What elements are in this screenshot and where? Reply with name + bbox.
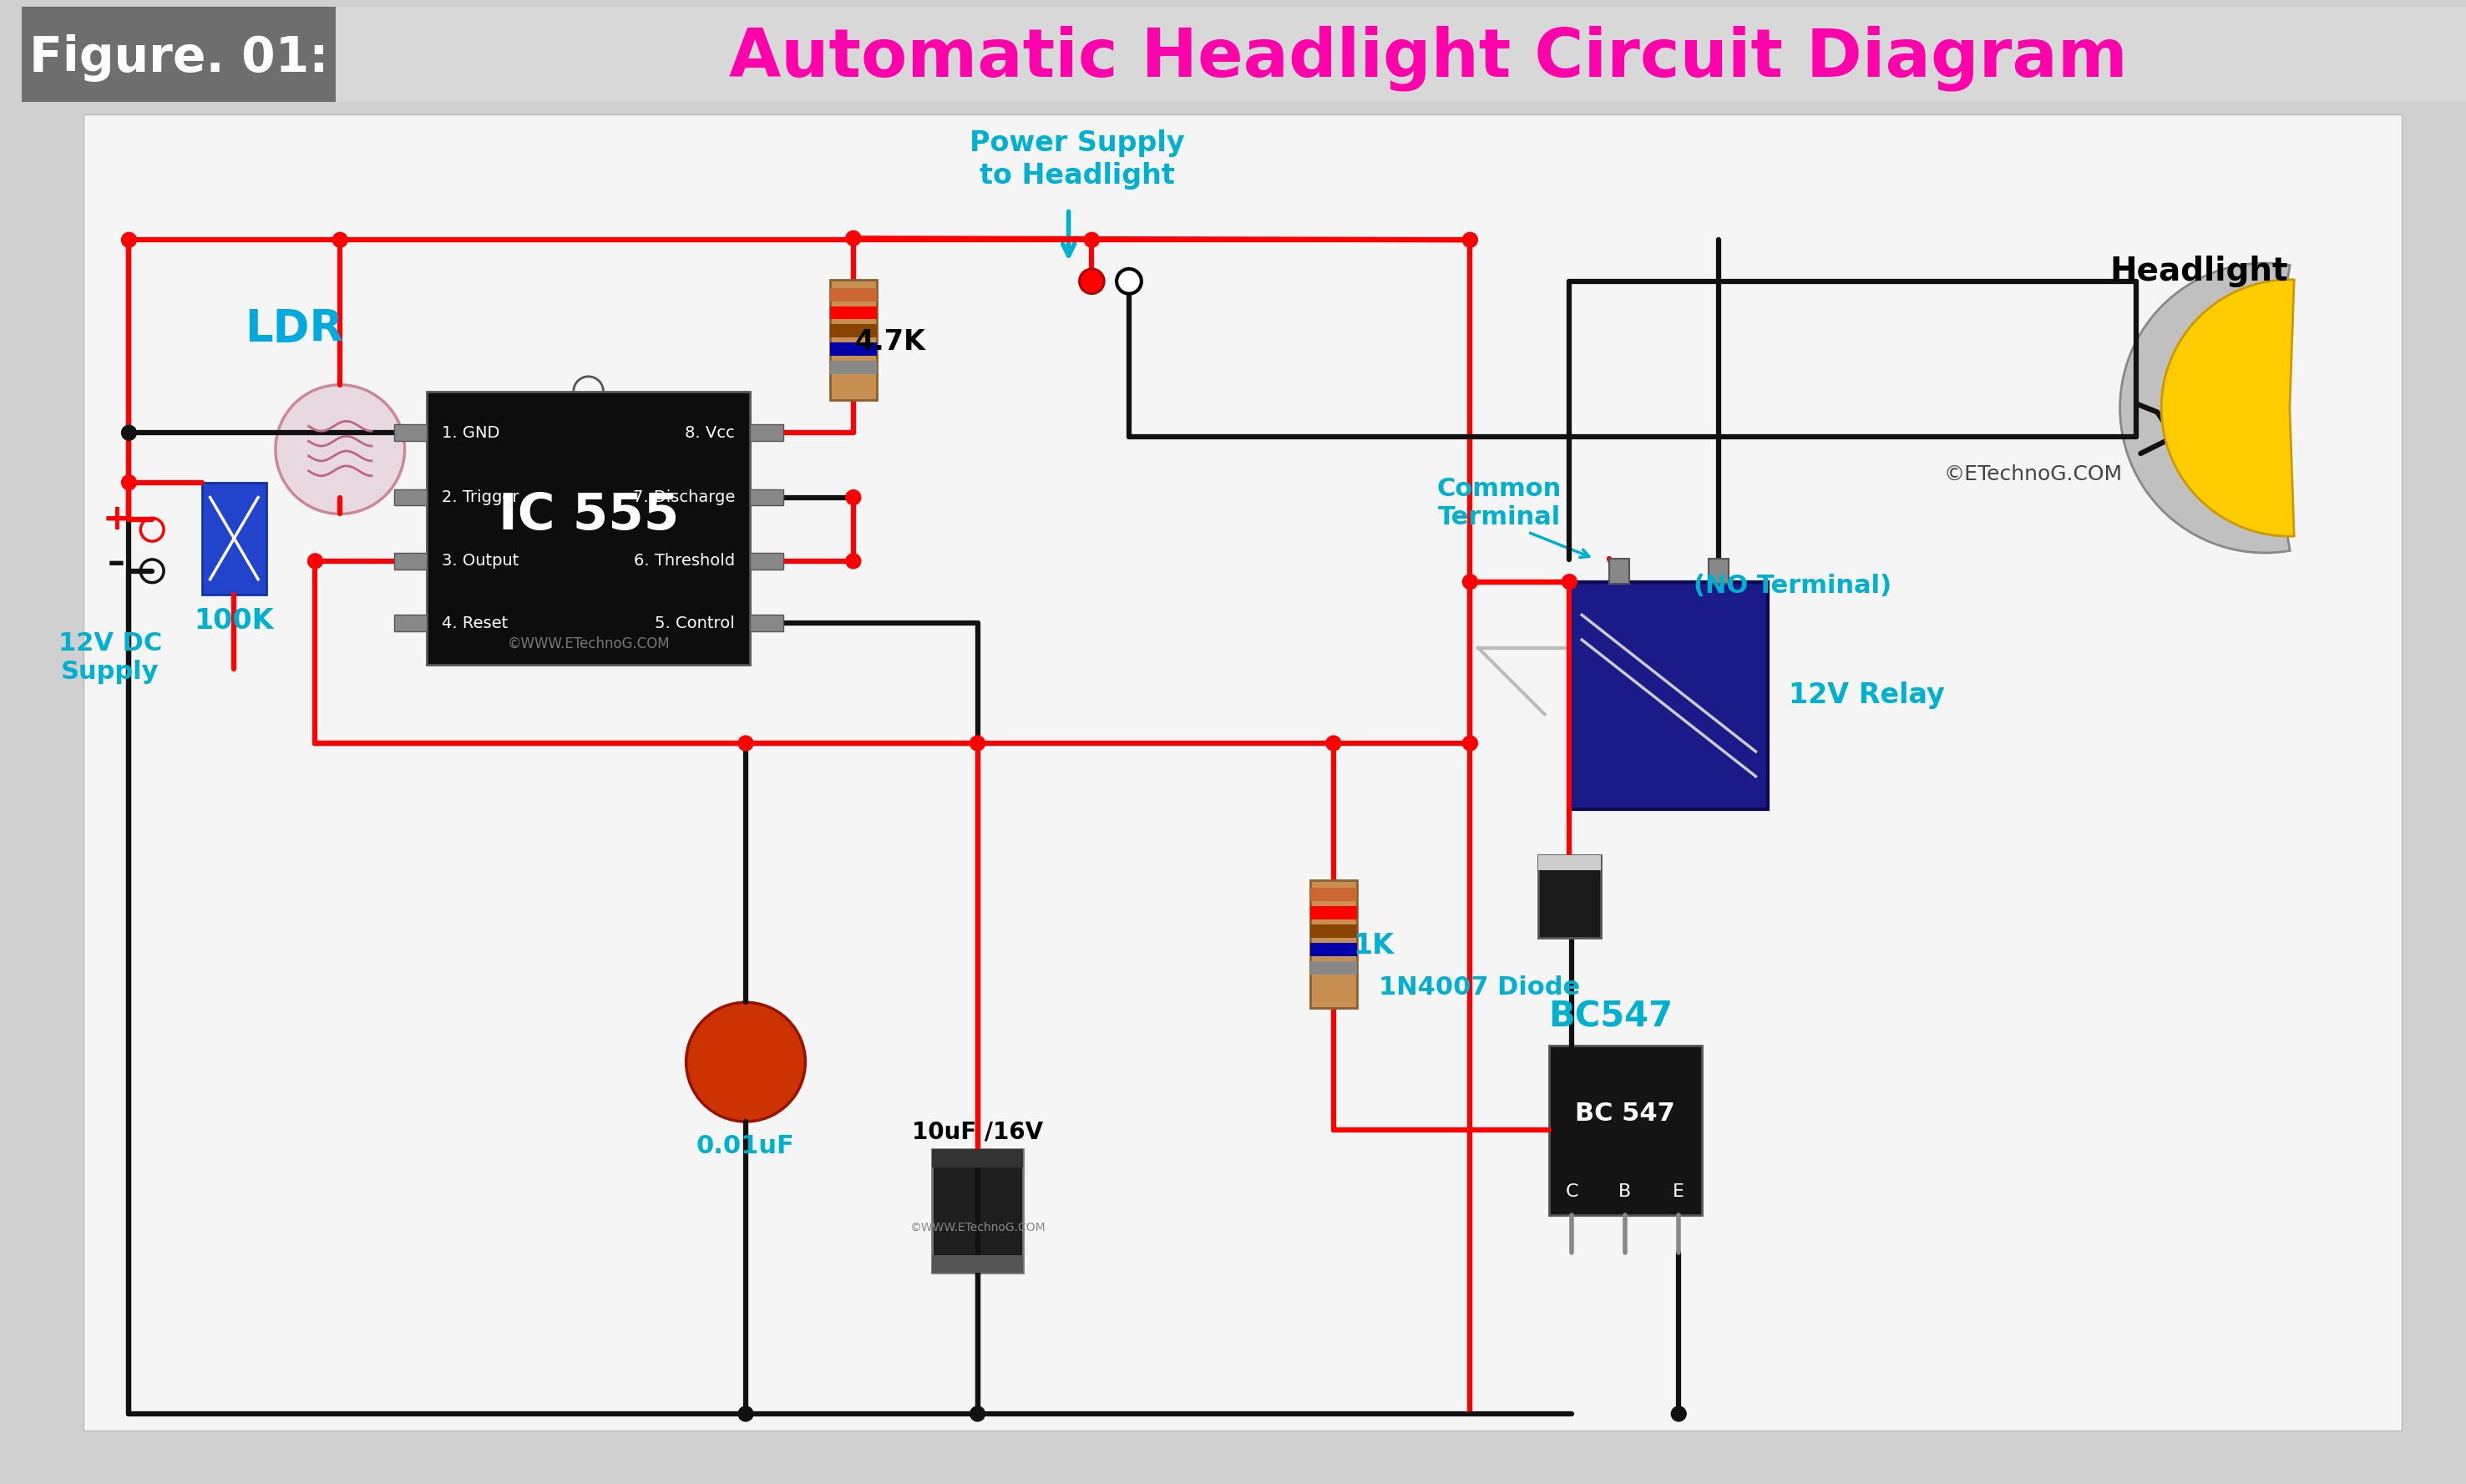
FancyBboxPatch shape (831, 343, 875, 356)
Circle shape (1327, 736, 1342, 751)
FancyBboxPatch shape (395, 424, 427, 441)
Text: 2. Trigger: 2. Trigger (441, 490, 520, 505)
FancyBboxPatch shape (932, 1149, 1023, 1273)
Circle shape (1462, 233, 1477, 248)
Text: 6. Threshold: 6. Threshold (634, 554, 735, 568)
Text: 4. Reset: 4. Reset (441, 616, 508, 631)
FancyBboxPatch shape (22, 6, 2466, 101)
Circle shape (1080, 269, 1105, 294)
FancyBboxPatch shape (202, 482, 266, 594)
FancyBboxPatch shape (1309, 880, 1356, 1008)
Text: BC 547: BC 547 (1576, 1101, 1674, 1125)
Circle shape (121, 233, 136, 248)
FancyBboxPatch shape (932, 1149, 1023, 1166)
FancyBboxPatch shape (831, 325, 875, 337)
FancyBboxPatch shape (932, 1255, 1023, 1273)
FancyBboxPatch shape (427, 392, 750, 665)
Text: 12V DC
Supply: 12V DC Supply (59, 632, 163, 684)
Text: ©ETechnoG.COM: ©ETechnoG.COM (1943, 464, 2123, 484)
Circle shape (686, 1002, 806, 1122)
Text: LDR: LDR (244, 307, 343, 352)
FancyBboxPatch shape (1539, 855, 1600, 938)
Text: +: + (101, 502, 131, 537)
Text: C: C (1566, 1184, 1578, 1201)
FancyBboxPatch shape (1309, 907, 1356, 920)
FancyBboxPatch shape (1309, 925, 1356, 938)
Text: –: – (109, 545, 126, 580)
FancyBboxPatch shape (1568, 582, 1768, 809)
Wedge shape (2121, 263, 2291, 554)
Text: 1. GND: 1. GND (441, 424, 501, 441)
Text: 1K: 1K (1354, 932, 1393, 960)
Text: Figure. 01:: Figure. 01: (30, 34, 328, 82)
Circle shape (333, 233, 348, 248)
Text: E: E (1672, 1184, 1684, 1201)
FancyBboxPatch shape (750, 554, 784, 570)
Text: 10uF /16V: 10uF /16V (912, 1120, 1043, 1144)
Text: BC547: BC547 (1549, 999, 1674, 1034)
Circle shape (121, 475, 136, 490)
FancyBboxPatch shape (84, 114, 2402, 1431)
Text: 5. Control: 5. Control (656, 616, 735, 631)
Circle shape (737, 1407, 752, 1422)
FancyBboxPatch shape (831, 279, 875, 399)
Circle shape (276, 384, 404, 513)
FancyBboxPatch shape (335, 6, 2466, 101)
Circle shape (969, 736, 984, 751)
Circle shape (1085, 233, 1100, 248)
Text: ©WWW.ETechnoG.COM: ©WWW.ETechnoG.COM (910, 1221, 1046, 1233)
Text: 1N4007 Diode: 1N4007 Diode (1378, 975, 1581, 1000)
Circle shape (969, 1407, 984, 1422)
Circle shape (737, 736, 752, 751)
FancyBboxPatch shape (1309, 942, 1356, 956)
Text: IC 555: IC 555 (498, 491, 678, 540)
Circle shape (1117, 269, 1142, 294)
Text: 0.01uF: 0.01uF (695, 1134, 794, 1159)
FancyBboxPatch shape (831, 361, 875, 374)
Text: 8. Vcc: 8. Vcc (686, 424, 735, 441)
Text: (NO Terminal): (NO Terminal) (1694, 574, 1891, 598)
FancyBboxPatch shape (1709, 558, 1729, 583)
Circle shape (846, 554, 861, 568)
FancyBboxPatch shape (395, 614, 427, 632)
Circle shape (846, 490, 861, 505)
Text: Automatic Headlight Circuit Diagram: Automatic Headlight Circuit Diagram (730, 25, 2128, 92)
Text: Power Supply
to Headlight: Power Supply to Headlight (969, 131, 1184, 190)
FancyBboxPatch shape (750, 614, 784, 632)
Circle shape (1462, 736, 1477, 751)
Text: ©WWW.ETechnoG.COM: ©WWW.ETechnoG.COM (508, 637, 671, 651)
FancyBboxPatch shape (1549, 1045, 1702, 1215)
Text: B: B (1618, 1184, 1632, 1201)
Text: Common
Terminal: Common Terminal (1438, 476, 1561, 530)
Circle shape (121, 426, 136, 441)
FancyBboxPatch shape (831, 288, 875, 301)
FancyBboxPatch shape (1309, 962, 1356, 974)
FancyBboxPatch shape (750, 490, 784, 506)
Text: 3. Output: 3. Output (441, 554, 518, 568)
Circle shape (1561, 574, 1576, 589)
Text: Headlight: Headlight (2108, 255, 2288, 288)
FancyBboxPatch shape (1539, 855, 1600, 870)
Circle shape (846, 232, 861, 246)
Text: 12V Relay: 12V Relay (1788, 681, 1946, 709)
FancyBboxPatch shape (395, 554, 427, 570)
Circle shape (1462, 574, 1477, 589)
Text: 4.7K: 4.7K (856, 328, 927, 356)
FancyBboxPatch shape (831, 306, 875, 319)
Wedge shape (2160, 279, 2293, 536)
Text: 7. Discharge: 7. Discharge (634, 490, 735, 505)
FancyBboxPatch shape (1610, 558, 1630, 583)
Text: 100K: 100K (195, 607, 274, 635)
FancyBboxPatch shape (1309, 887, 1356, 901)
Circle shape (308, 554, 323, 568)
Circle shape (1672, 1407, 1687, 1422)
FancyBboxPatch shape (395, 490, 427, 506)
FancyBboxPatch shape (750, 424, 784, 441)
